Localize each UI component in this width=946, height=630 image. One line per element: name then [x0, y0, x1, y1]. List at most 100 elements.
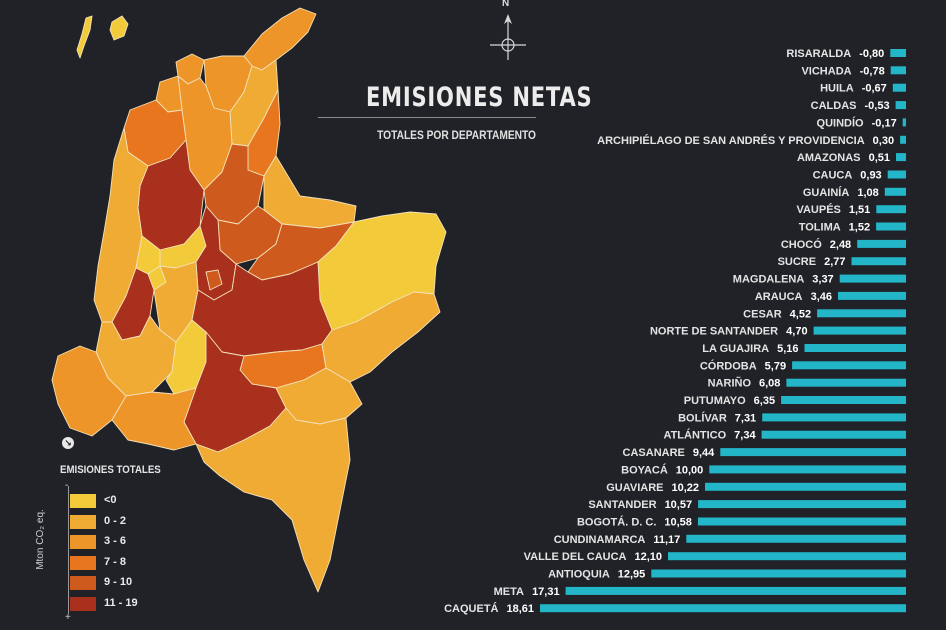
bar-value-label: 4,52: [790, 308, 811, 320]
compass-north-label: N: [502, 0, 510, 9]
bar-value-label: 18,61: [506, 603, 534, 615]
legend-title: EMISIONES TOTALES: [60, 464, 161, 476]
bar-category-label: BOGOTÁ. D. C.: [577, 516, 656, 529]
bar-value-label: 12,95: [618, 569, 646, 581]
bar-value-label: 1,08: [857, 187, 878, 199]
bar-value-label: 0,93: [860, 170, 881, 182]
bar-value-label: 1,51: [849, 204, 870, 216]
bar: [890, 49, 906, 57]
bar: [890, 66, 906, 75]
bar-category-label: VALLE DEL CAUCA: [524, 551, 627, 563]
info-icon[interactable]: ↘: [62, 437, 74, 449]
region-providencia-island: [109, 15, 129, 41]
bar-value-label: -0,80: [859, 48, 884, 60]
bar-category-label: PUTUMAYO: [684, 395, 746, 407]
bar-value-label: -0,78: [860, 65, 885, 77]
bar-category-label: VAUPÉS: [796, 203, 840, 216]
bar: [896, 153, 906, 162]
region-amazonas: [195, 407, 351, 593]
bar-category-label: NORTE DE SANTANDER: [650, 326, 778, 338]
bar-value-label: 3,46: [811, 291, 832, 303]
bar: [887, 170, 906, 179]
bar-category-label: AMAZONAS: [797, 152, 861, 164]
bar-category-label: VICHADA: [801, 65, 851, 77]
bar-value-label: -0,53: [865, 100, 890, 112]
legend-minus-sign: -: [65, 480, 69, 491]
bar-value-label: 4,70: [786, 326, 807, 338]
legend-label: 11 - 19: [104, 596, 138, 609]
bar-category-label: MAGDALENA: [733, 274, 805, 286]
bar: [651, 569, 906, 578]
legend-swatch: [70, 514, 96, 529]
bar-value-label: 5,16: [777, 343, 798, 355]
bar: [698, 500, 906, 509]
bar-value-label: 7,34: [734, 430, 756, 442]
compass-rose: N: [486, 0, 530, 62]
bar-category-label: CAUCA: [813, 170, 853, 182]
bar-value-label: 10,22: [671, 482, 699, 494]
bar-value-label: 0,51: [869, 152, 890, 164]
bar: [857, 239, 906, 248]
bar-category-label: META: [494, 586, 524, 598]
bar-value-label: 11,17: [653, 534, 680, 546]
bar-category-label: SANTANDER: [588, 499, 656, 511]
bar-category-label: CÓRDOBA: [700, 359, 757, 372]
bar-category-label: ANTIOQUIA: [548, 569, 610, 581]
colombia-map: [51, 7, 447, 593]
bar: [761, 430, 906, 439]
chart-subtitle: TOTALES POR DEPARTAMENTO: [377, 128, 536, 142]
bar: [892, 83, 906, 92]
bar: [705, 482, 906, 491]
bar-category-label: CASANARE: [623, 447, 685, 459]
bar: [817, 309, 906, 318]
bar-value-label: 1,52: [849, 222, 870, 234]
legend-label: 9 - 10: [104, 576, 133, 588]
bar: [565, 586, 906, 595]
bar-category-label: CESAR: [743, 308, 782, 320]
legend-label: <0: [104, 494, 117, 506]
bar-value-label: 2,77: [824, 256, 845, 268]
bar-value-label: 2,48: [830, 239, 851, 251]
bar: [697, 517, 906, 526]
bar: [813, 326, 906, 335]
bar-value-label: 12,10: [634, 551, 662, 563]
bar: [540, 604, 906, 613]
bar-value-label: 6,35: [754, 395, 775, 407]
bar-value-label: 17,31: [532, 586, 560, 598]
bar: [762, 413, 906, 422]
bar-value-label: 0,30: [873, 135, 894, 147]
bar-category-label: LA GUAJIRA: [702, 343, 769, 355]
bar: [884, 187, 906, 196]
bar-category-label: TOLIMA: [799, 222, 841, 234]
bar: [851, 257, 906, 266]
bar-category-label: SUCRE: [778, 256, 817, 268]
bar: [895, 101, 906, 110]
bar-category-label: HUILA: [820, 83, 854, 95]
legend-axis-line: [68, 486, 69, 614]
bar-value-label: 6,08: [759, 378, 780, 390]
bar: [686, 534, 906, 543]
region-bogota: [205, 269, 223, 291]
bar: [792, 361, 906, 370]
legend-label: 7 - 8: [104, 555, 127, 568]
bar-value-label: 10,58: [664, 517, 692, 529]
legend-swatch: [70, 535, 96, 549]
legend-swatch: [70, 494, 96, 508]
bar-category-label: GUAINÍA: [803, 186, 850, 199]
bar-value-label: 9,44: [693, 447, 715, 459]
bar-value-label: 10,00: [676, 464, 704, 476]
legend: EMISIONES TOTALES Mton CO₂ eq. - + <0 0 -…: [35, 462, 210, 623]
bar: [838, 291, 906, 300]
region-putumayo: [111, 387, 197, 451]
bar: [902, 118, 906, 127]
bar-category-label: CHOCÓ: [781, 238, 822, 251]
legend-label: 3 - 6: [104, 535, 127, 547]
bar-category-label: ATLÁNTICO: [663, 429, 726, 442]
bar: [804, 344, 906, 352]
bar-value-label: 3,37: [812, 274, 833, 286]
legend-label: 0 - 2: [104, 514, 127, 527]
bar: [720, 448, 906, 457]
bar: [900, 135, 906, 144]
bar-category-label: CAQUETÁ: [444, 602, 498, 615]
